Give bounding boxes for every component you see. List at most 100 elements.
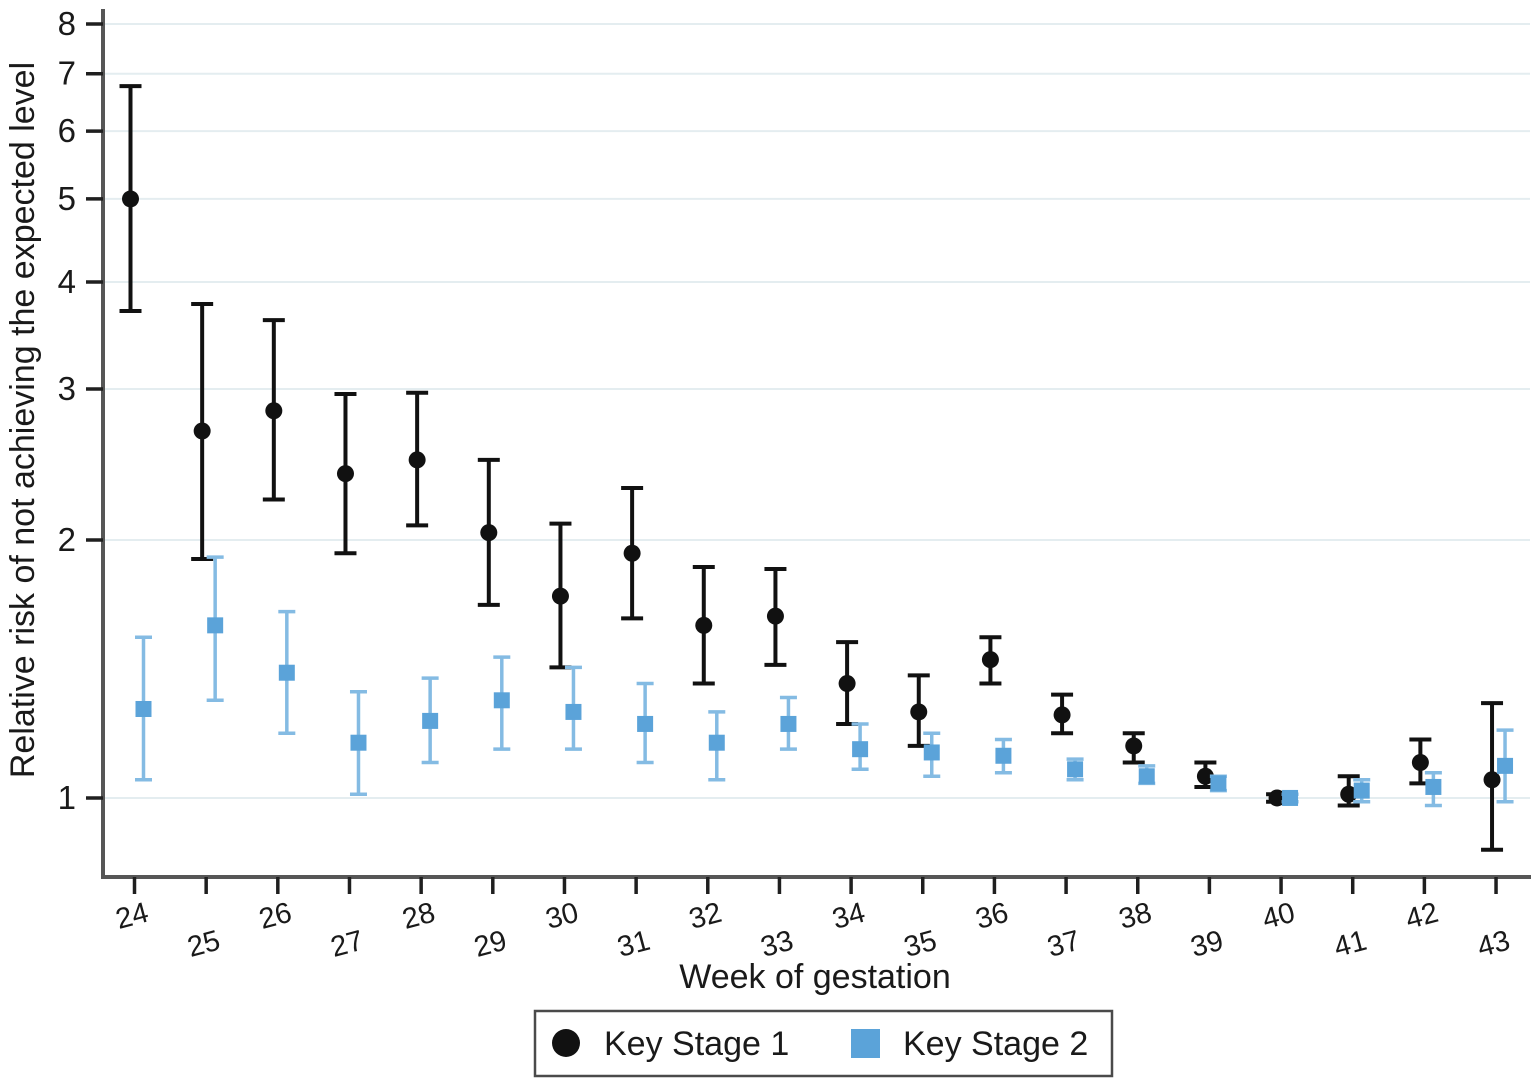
point-ks1-w29 xyxy=(477,457,500,607)
legend-label-ks2: Key Stage 2 xyxy=(903,1025,1088,1063)
point-ks2-w36 xyxy=(994,737,1012,775)
point-ks2-w29 xyxy=(493,655,511,751)
point-ks2-w28 xyxy=(421,676,439,765)
series-ks1 xyxy=(119,84,1504,852)
point-ks2-w24 xyxy=(135,635,152,782)
point-ks1-w28 xyxy=(406,390,429,528)
x-tick-label-43: 43 xyxy=(1474,925,1513,964)
point-ks1-w33 xyxy=(764,566,787,667)
point-ks1-w38 xyxy=(1122,731,1145,765)
marker-circle xyxy=(838,675,856,693)
point-ks1-w43 xyxy=(1481,701,1504,852)
x-tick-label-40: 40 xyxy=(1259,897,1298,936)
series-ks2 xyxy=(135,555,1514,808)
point-ks2-w43 xyxy=(1496,728,1514,804)
point-ks2-w25 xyxy=(206,555,224,703)
marker-circle xyxy=(1340,785,1358,803)
point-ks1-w37 xyxy=(1051,692,1074,736)
marker-square xyxy=(708,734,725,751)
x-tick-label-39: 39 xyxy=(1187,925,1226,964)
key-stage-1-marker-icon xyxy=(552,1029,580,1057)
marker-square xyxy=(350,734,367,751)
marker-circle xyxy=(1483,771,1501,789)
point-ks1-w34 xyxy=(836,640,859,726)
point-ks2-w38 xyxy=(1138,764,1156,786)
point-ks2-w41 xyxy=(1353,778,1371,804)
point-ks1-w27 xyxy=(334,392,357,556)
plot-layer xyxy=(119,84,1514,852)
marker-circle xyxy=(408,451,426,469)
marker-square xyxy=(565,703,582,720)
y-tick-label-3: 3 xyxy=(58,370,76,407)
marker-circle xyxy=(480,524,498,542)
point-ks1-w42 xyxy=(1409,737,1432,786)
point-ks2-w27 xyxy=(349,690,367,796)
axis-layer: 1234567824252627282930313233343536373839… xyxy=(58,5,1531,964)
marker-circle xyxy=(1196,767,1214,785)
marker-circle xyxy=(1268,789,1286,807)
point-ks2-w30 xyxy=(564,665,582,751)
point-ks1-w32 xyxy=(692,564,715,686)
x-tick-label-30: 30 xyxy=(542,897,581,936)
marker-circle xyxy=(1125,737,1143,755)
marker-square xyxy=(995,747,1012,764)
y-tick-label-2: 2 xyxy=(58,521,76,558)
point-ks2-w40 xyxy=(1281,789,1299,806)
marker-circle xyxy=(910,703,928,721)
marker-square xyxy=(135,700,152,717)
marker-square xyxy=(493,692,510,709)
marker-circle xyxy=(695,616,713,634)
x-tick-label-42: 42 xyxy=(1402,897,1441,936)
legend-box xyxy=(533,1009,1114,1078)
point-ks1-w26 xyxy=(262,318,285,502)
point-ks1-w41 xyxy=(1337,774,1360,808)
point-ks2-w34 xyxy=(851,722,869,772)
point-ks1-w35 xyxy=(907,673,930,748)
point-ks2-w32 xyxy=(708,710,726,782)
x-tick-label-28: 28 xyxy=(399,897,438,936)
point-ks2-w26 xyxy=(278,609,296,735)
marker-circle xyxy=(122,190,139,208)
point-ks2-w42 xyxy=(1424,771,1442,808)
marker-circle xyxy=(336,465,354,483)
marker-circle xyxy=(766,607,784,625)
x-tick-label-24: 24 xyxy=(112,897,151,936)
marker-square xyxy=(637,715,654,732)
x-axis-title: Week of gestation xyxy=(679,958,951,996)
point-ks1-w25 xyxy=(191,302,214,562)
point-ks1-w36 xyxy=(979,635,1002,686)
grid-layer xyxy=(103,23,1530,799)
legend: Key Stage 1 Key Stage 2 xyxy=(533,1009,1114,1078)
marker-square xyxy=(1353,782,1370,799)
y-tick-label-6: 6 xyxy=(58,112,76,149)
y-tick-label-7: 7 xyxy=(58,55,76,92)
marker-square xyxy=(1282,789,1299,806)
marker-square xyxy=(422,712,439,729)
point-ks1-w31 xyxy=(621,485,644,621)
legend-label-ks1: Key Stage 1 xyxy=(604,1025,789,1063)
y-tick-label-4: 4 xyxy=(58,263,76,300)
point-ks2-w31 xyxy=(636,681,654,765)
marker-square xyxy=(923,744,940,761)
marker-square xyxy=(207,617,224,634)
marker-circle xyxy=(551,587,569,605)
marker-square xyxy=(1067,761,1084,778)
marker-square xyxy=(852,741,869,758)
marker-circle xyxy=(981,651,999,669)
y-tick-label-1: 1 xyxy=(58,779,76,816)
x-tick-label-38: 38 xyxy=(1116,897,1155,936)
x-tick-label-41: 41 xyxy=(1331,925,1370,964)
x-tick-label-34: 34 xyxy=(829,897,868,936)
y-axis-title: Relative risk of not achieving the expec… xyxy=(4,62,42,778)
marker-square xyxy=(1138,768,1155,785)
point-ks2-w33 xyxy=(779,695,797,751)
marker-square xyxy=(1425,778,1442,795)
x-tick-label-27: 27 xyxy=(327,925,366,964)
marker-square xyxy=(1497,757,1514,774)
marker-square xyxy=(780,715,797,732)
marker-circle xyxy=(193,422,211,440)
point-ks2-w35 xyxy=(923,731,941,779)
point-ks1-w24 xyxy=(119,84,142,313)
marker-square xyxy=(278,664,295,681)
x-tick-label-26: 26 xyxy=(256,897,295,936)
